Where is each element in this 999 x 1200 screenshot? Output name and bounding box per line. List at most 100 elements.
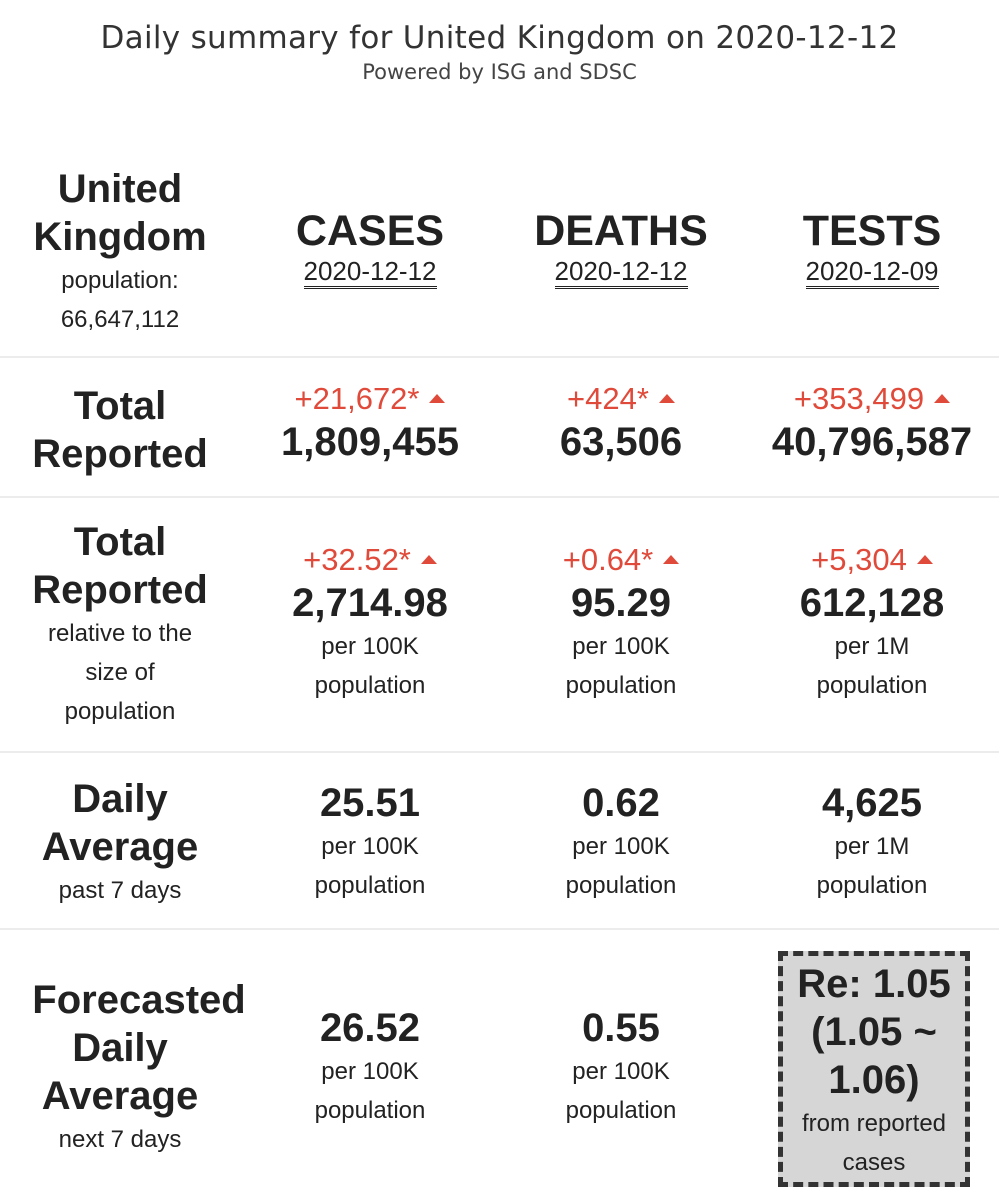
row-label-line1: Total [73,520,167,564]
re-value-line1: Re: 1.05 [797,962,951,1006]
row-note-line3: population [64,698,176,725]
region-name-line1: United [57,167,183,211]
deaths-forecast-cell: 0.55 per 100K population [496,1004,746,1130]
cases-delta: +21,672* [245,380,495,418]
re-estimate-box: Re: 1.05 (1.05 ~ 1.06) from reported cas… [778,951,970,1187]
row-label-line1: Daily [72,777,168,821]
unit-line2: population [816,672,928,699]
page-subtitle: Powered by ISG and SDSC [362,60,637,84]
triangle-up-icon [663,555,680,564]
tests-daily-cell: 4,625 per 1M population [747,779,997,905]
population-label: population: [61,267,179,294]
unit-line1: per 1M [834,633,910,660]
unit-line1: per 100K [321,833,419,860]
cases-relative-value: 2,714.98 [292,581,448,625]
total-reported-label: Total Reported [0,382,240,478]
page-header: Daily summary for United Kingdom on 2020… [0,18,999,86]
cases-daily-value: 25.51 [319,781,421,825]
triangle-up-icon [429,394,446,403]
deaths-total-value: 63,506 [559,420,683,464]
unit-line1: per 1M [834,833,910,860]
cases-total-value: 1,809,455 [281,420,459,464]
deaths-relative-cell: +0.64* 95.29 per 100K population [496,541,746,705]
tests-relative-cell: +5,304 612,128 per 1M population [747,541,997,705]
population-value: 66,647,112 [60,306,180,333]
row-divider [0,751,999,753]
unit-line2: population [565,872,677,899]
deaths-daily-cell: 0.62 per 100K population [496,779,746,905]
unit-line2: population [314,672,426,699]
row-note-line2: size of [85,659,155,686]
row-label-line1: Forecasted [32,978,246,1022]
forecast-row: Forecasted Daily Average next 7 days 26.… [0,976,999,1176]
unit-line2: population [314,1097,426,1124]
re-note-line1: from reported [801,1110,947,1137]
column-header-row: United Kingdom population: 66,647,112 CA… [0,160,999,350]
re-value-line2: (1.05 ~ [811,1010,937,1054]
deaths-heading: DEATHS [534,207,708,255]
row-divider [0,356,999,358]
triangle-up-icon [934,394,951,403]
unit-line2: population [314,872,426,899]
row-label-line1: Total [73,384,167,428]
deaths-date-link[interactable]: 2020-12-12 [554,256,688,289]
row-label-line3: Average [41,1074,199,1118]
triangle-up-icon [420,555,437,564]
daily-average-label: Daily Average past 7 days [0,775,240,910]
cases-date-link[interactable]: 2020-12-12 [303,256,437,289]
tests-total-cell: +353,499 40,796,587 [747,380,997,466]
re-note-line2: cases [842,1149,906,1176]
row-note: next 7 days [58,1126,182,1153]
cases-forecast-cell: 26.52 per 100K population [245,1004,495,1130]
re-value-line3: 1.06) [828,1058,920,1102]
relative-label: Total Reported relative to the size of p… [0,518,240,731]
tests-relative-delta: +5,304 [747,541,997,579]
unit-line1: per 100K [572,633,670,660]
row-divider [0,496,999,498]
cases-column-header: CASES 2020-12-12 [245,206,495,289]
tests-column-header: TESTS 2020-12-09 [747,206,997,289]
total-reported-row: Total Reported +21,672* 1,809,455 +424* … [0,380,999,490]
cases-forecast-value: 26.52 [319,1006,421,1050]
relative-row: Total Reported relative to the size of p… [0,518,999,748]
cases-heading: CASES [295,207,445,255]
unit-line1: per 100K [321,1058,419,1085]
deaths-relative-value: 95.29 [570,581,672,625]
unit-line2: population [565,1097,677,1124]
deaths-total-cell: +424* 63,506 [496,380,746,466]
tests-relative-value: 612,128 [799,581,945,625]
unit-line1: per 100K [321,633,419,660]
row-label-line2: Reported [32,432,208,476]
unit-line1: per 100K [572,833,670,860]
region-name-line2: Kingdom [33,215,207,259]
forecast-label: Forecasted Daily Average next 7 days [0,976,278,1159]
cases-daily-cell: 25.51 per 100K population [245,779,495,905]
cases-relative-cell: +32.52* 2,714.98 per 100K population [245,541,495,705]
cases-relative-delta: +32.52* [245,541,495,579]
tests-date-link[interactable]: 2020-12-09 [805,256,939,289]
row-label-line2: Average [41,825,199,869]
tests-heading: TESTS [802,207,942,255]
deaths-column-header: DEATHS 2020-12-12 [496,206,746,289]
tests-total-value: 40,796,587 [771,420,973,464]
deaths-relative-delta: +0.64* [496,541,746,579]
row-note: past 7 days [58,877,182,904]
triangle-up-icon [916,555,933,564]
unit-line1: per 100K [572,1058,670,1085]
row-label-line2: Daily [72,1026,168,1070]
row-note-line1: relative to the [47,620,193,647]
row-label-line2: Reported [32,568,208,612]
triangle-up-icon [658,394,675,403]
row-divider [0,928,999,930]
unit-line2: population [816,872,928,899]
cases-total-cell: +21,672* 1,809,455 [245,380,495,466]
unit-line2: population [565,672,677,699]
daily-average-row: Daily Average past 7 days 25.51 per 100K… [0,775,999,925]
tests-daily-value: 4,625 [821,781,923,825]
deaths-delta: +424* [496,380,746,418]
deaths-daily-value: 0.62 [582,781,660,825]
tests-delta: +353,499 [747,380,997,418]
page-title: Daily summary for United Kingdom on 2020… [100,20,899,56]
deaths-forecast-value: 0.55 [582,1006,660,1050]
region-info: United Kingdom population: 66,647,112 [0,165,240,339]
